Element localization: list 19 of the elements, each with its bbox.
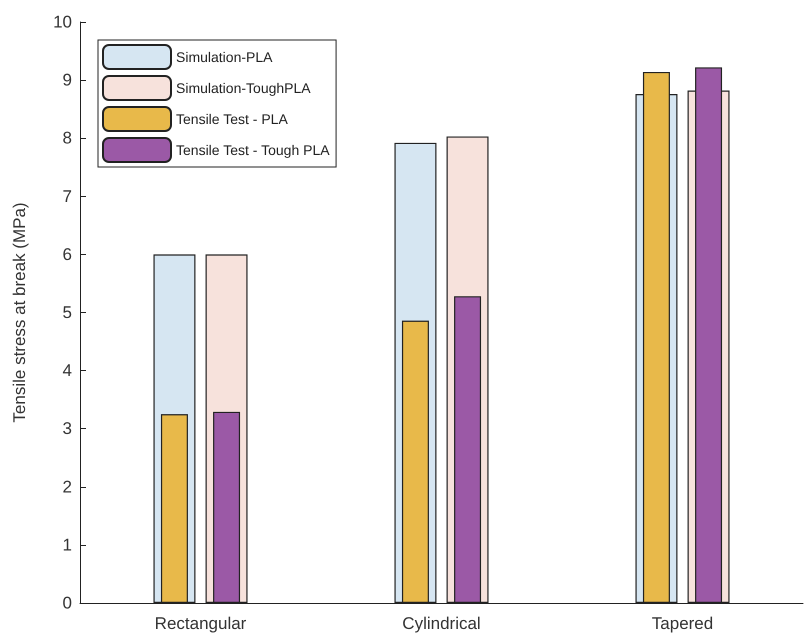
legend-label: Tensile Test - Tough PLA (176, 142, 330, 158)
y-tick-label: 10 (53, 12, 72, 32)
y-axis-title: Tensile stress at break (MPa) (10, 202, 29, 423)
y-tick-label: 5 (62, 303, 72, 322)
y-tick-label: 7 (62, 186, 72, 206)
y-tick-label: 0 (62, 594, 72, 612)
legend-label: Simulation-PLA (176, 49, 274, 65)
x-tick-label: Tapered (652, 614, 714, 633)
y-tick-label: 6 (62, 244, 72, 264)
y-tick-label: 9 (62, 70, 72, 90)
y-tick-label: 3 (62, 419, 72, 438)
y-tick-label: 2 (62, 477, 72, 496)
legend-label: Tensile Test - PLA (176, 111, 288, 127)
y-tick-label: 8 (62, 128, 72, 148)
y-tick-label: 4 (62, 361, 72, 380)
x-tick-label: Cylindrical (402, 614, 481, 633)
x-tick-label: Rectangular (154, 614, 247, 633)
legend-label: Simulation-ToughPLA (176, 80, 312, 96)
y-tick-label: 1 (62, 535, 72, 554)
